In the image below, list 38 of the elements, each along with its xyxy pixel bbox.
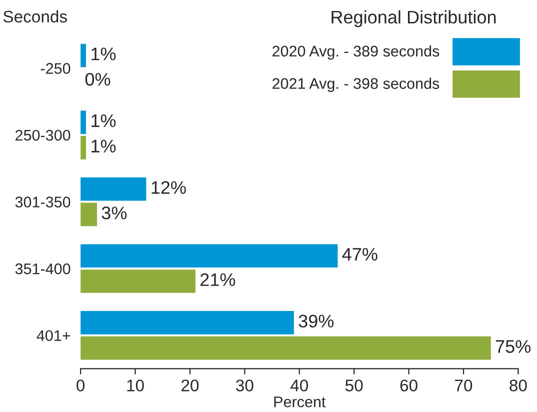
data-label: 0% [85,72,110,86]
x-tick-label: 0 [76,380,85,392]
data-label: 1% [92,48,116,60]
data-label: 1% [92,114,116,128]
x-tick-label: 30 [236,380,254,392]
x-tick-label: 60 [400,380,418,392]
legend-label: 2021 Avg. - 398 seconds [272,78,440,92]
bar [80,270,196,293]
data-label: 1% [92,140,116,152]
x-tick-label: 50 [345,380,363,392]
y-tick-label: 250-300 [16,130,70,141]
x-tick-label: 40 [290,380,308,392]
data-label: 75% [496,340,531,353]
y-tick-label: 401+ [36,330,70,342]
bar [80,110,86,134]
data-label: 47% [342,248,378,261]
x-tick-label: 10 [127,380,144,392]
bar [80,244,338,268]
y-axis-title: Seconds [3,10,67,23]
legend-label: 2020 Avg. - 389 seconds [272,45,440,60]
bar [80,136,86,160]
data-label: 39% [298,314,334,328]
x-tick-label: 20 [182,380,199,392]
bar [80,177,146,201]
x-tick-label: 80 [510,380,527,392]
x-tick-label: 70 [455,380,472,392]
data-label: 12% [152,181,186,194]
bar [80,310,294,334]
chart-title: Regional Distribution [332,10,496,28]
bar [80,44,86,68]
y-tick-label: -250 [40,63,70,74]
data-label: 21% [200,273,236,286]
x-axis-title: Percent [274,396,326,408]
data-label: 3% [102,206,127,220]
bar [80,202,97,226]
y-tick-label: 351-400 [15,263,70,274]
y-tick-label: 301-350 [15,196,70,208]
bar [80,336,491,360]
